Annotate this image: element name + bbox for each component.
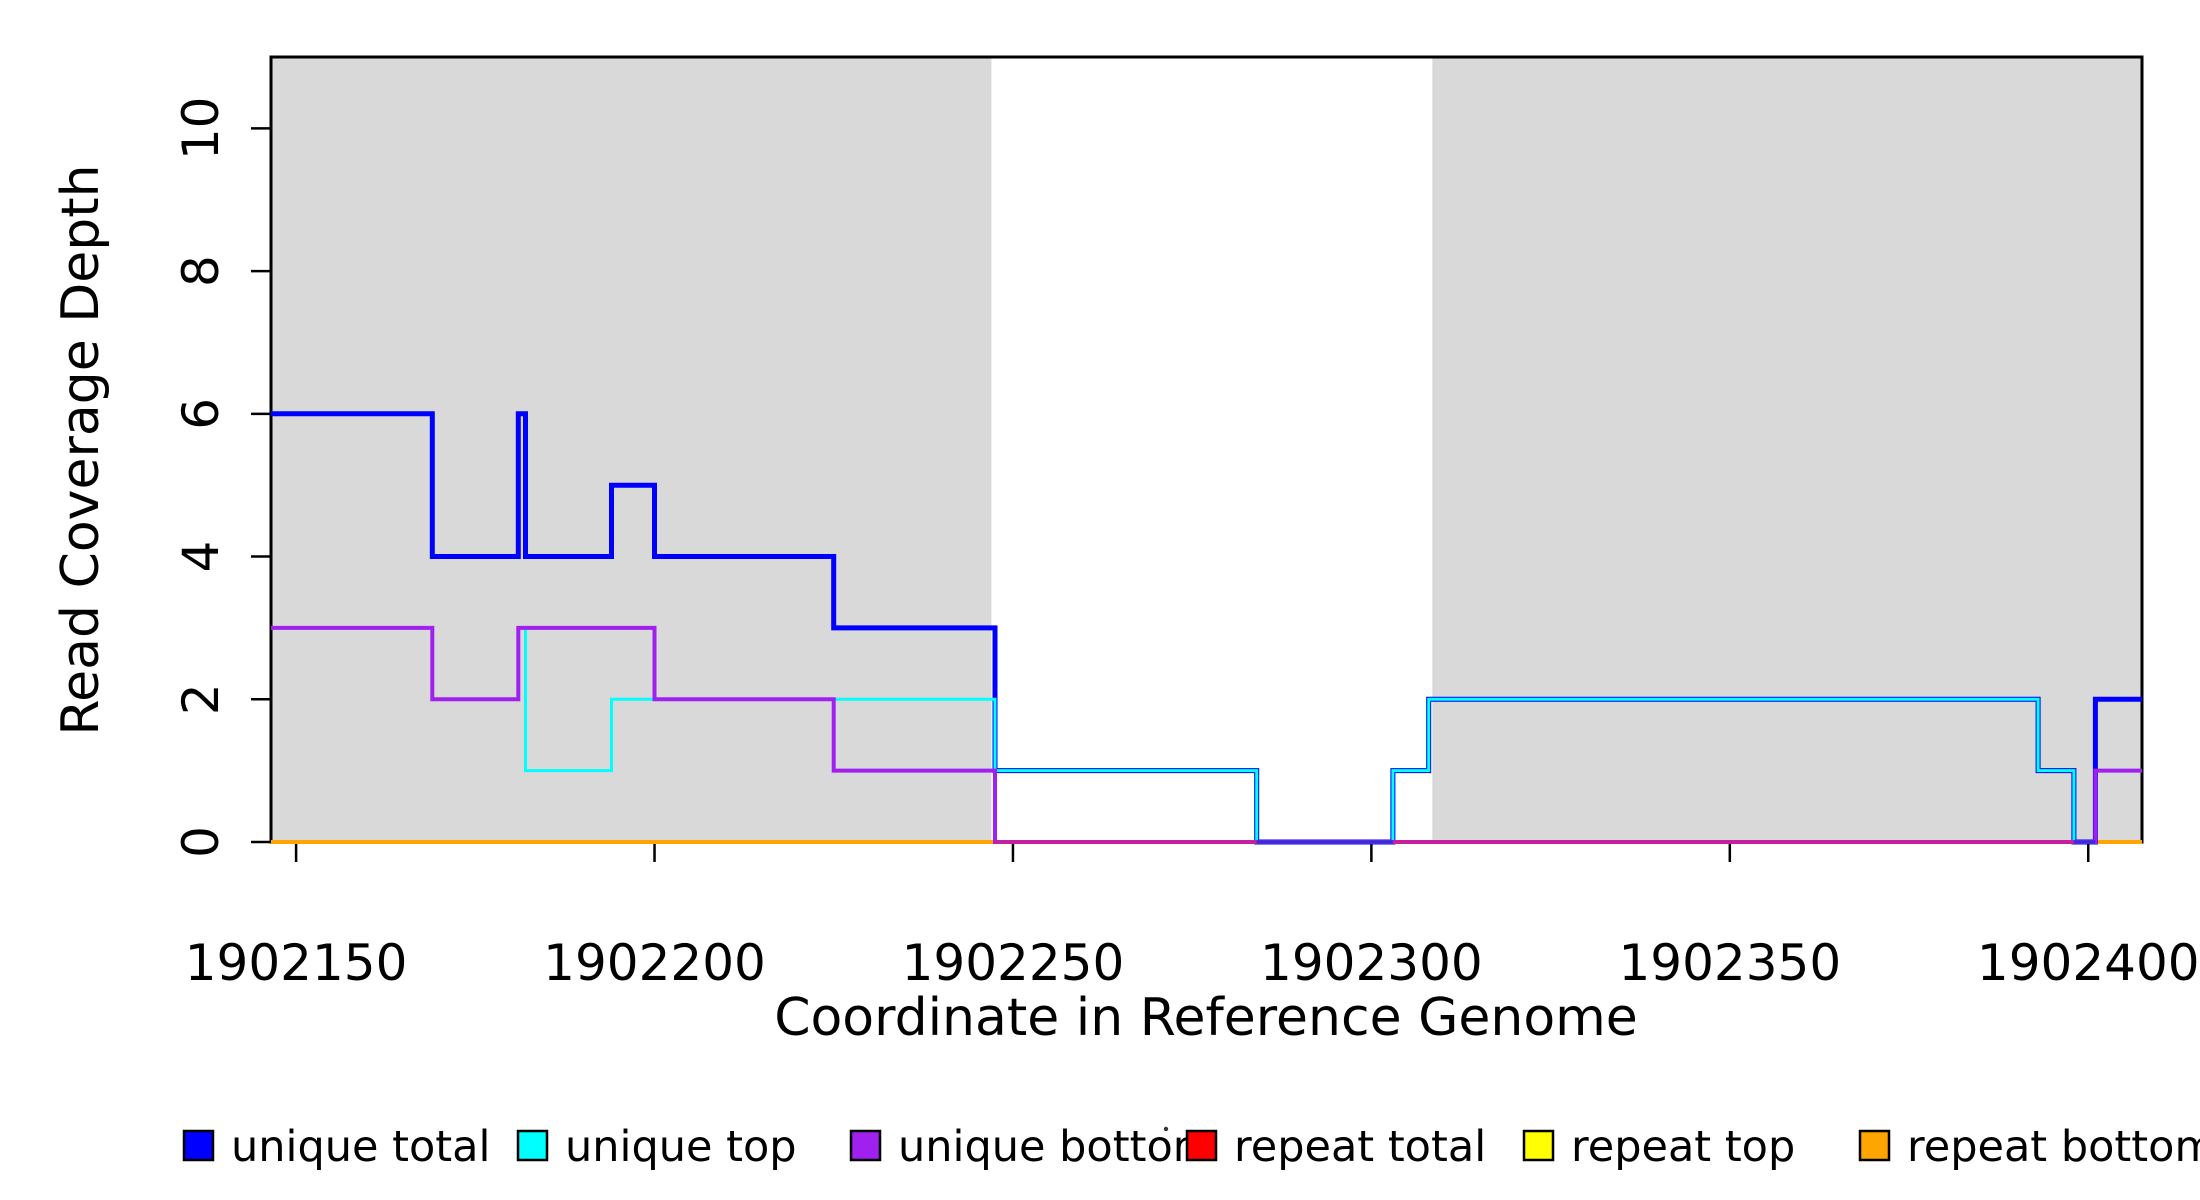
x-axis-title: Coordinate in Reference Genome — [774, 988, 1638, 1048]
x-axis-tick-label: 1902250 — [902, 934, 1125, 992]
legend-label: unique bottom — [898, 1122, 1215, 1172]
legend-label: repeat bottom — [1907, 1122, 2200, 1172]
legend-item: unique top — [516, 1122, 797, 1172]
legend-label: unique top — [565, 1122, 797, 1172]
legend-item: repeat bottom — [1858, 1122, 2200, 1172]
legend-item: unique bottom — [849, 1122, 1215, 1172]
y-axis-tick-label: 6 — [172, 398, 230, 430]
y-axis-tick-label: 4 — [172, 541, 230, 573]
legend: unique total unique top unique bottom repea… — [182, 1122, 2200, 1172]
y-axis-tick-label: 2 — [172, 683, 230, 715]
legend-item: unique total — [182, 1122, 490, 1172]
x-axis-tick-label: 1902200 — [543, 934, 766, 992]
y-axis-tick-label: 8 — [172, 255, 230, 287]
legend-swatch — [182, 1129, 215, 1162]
legend-swatch — [1185, 1129, 1218, 1162]
shaded-region — [271, 57, 992, 842]
x-axis-tick-label: 1902300 — [1260, 934, 1483, 992]
x-axis: 1902150 1902200 1902250 1902300 1902350 19024… — [185, 842, 2200, 992]
legend-label: repeat top — [1571, 1122, 1795, 1172]
legend-item: repeat total — [1185, 1122, 1486, 1172]
legend-swatch — [1858, 1129, 1891, 1162]
x-axis-tick-label: 1902400 — [1977, 934, 2200, 992]
stray-dot — [1163, 1126, 1169, 1132]
series-lines — [271, 411, 2142, 845]
legend-swatch — [849, 1129, 882, 1162]
y-axis-title: Read Coverage Depth — [51, 164, 111, 735]
legend-item: repeat top — [1522, 1122, 1795, 1172]
y-axis-tick-label: 0 — [172, 826, 230, 858]
shaded-region — [1432, 57, 2142, 842]
y-axis-tick-label: 10 — [172, 97, 230, 161]
y-axis: 0 2 4 6 8 10 — [172, 97, 271, 858]
legend-label: unique total — [231, 1122, 490, 1172]
legend-label: repeat total — [1234, 1122, 1486, 1172]
x-axis-tick-label: 1902150 — [185, 934, 408, 992]
shaded-regions — [271, 57, 2142, 842]
x-axis-tick-label: 1902350 — [1618, 934, 1841, 992]
legend-swatch — [516, 1129, 549, 1162]
legend-swatch — [1522, 1129, 1555, 1162]
